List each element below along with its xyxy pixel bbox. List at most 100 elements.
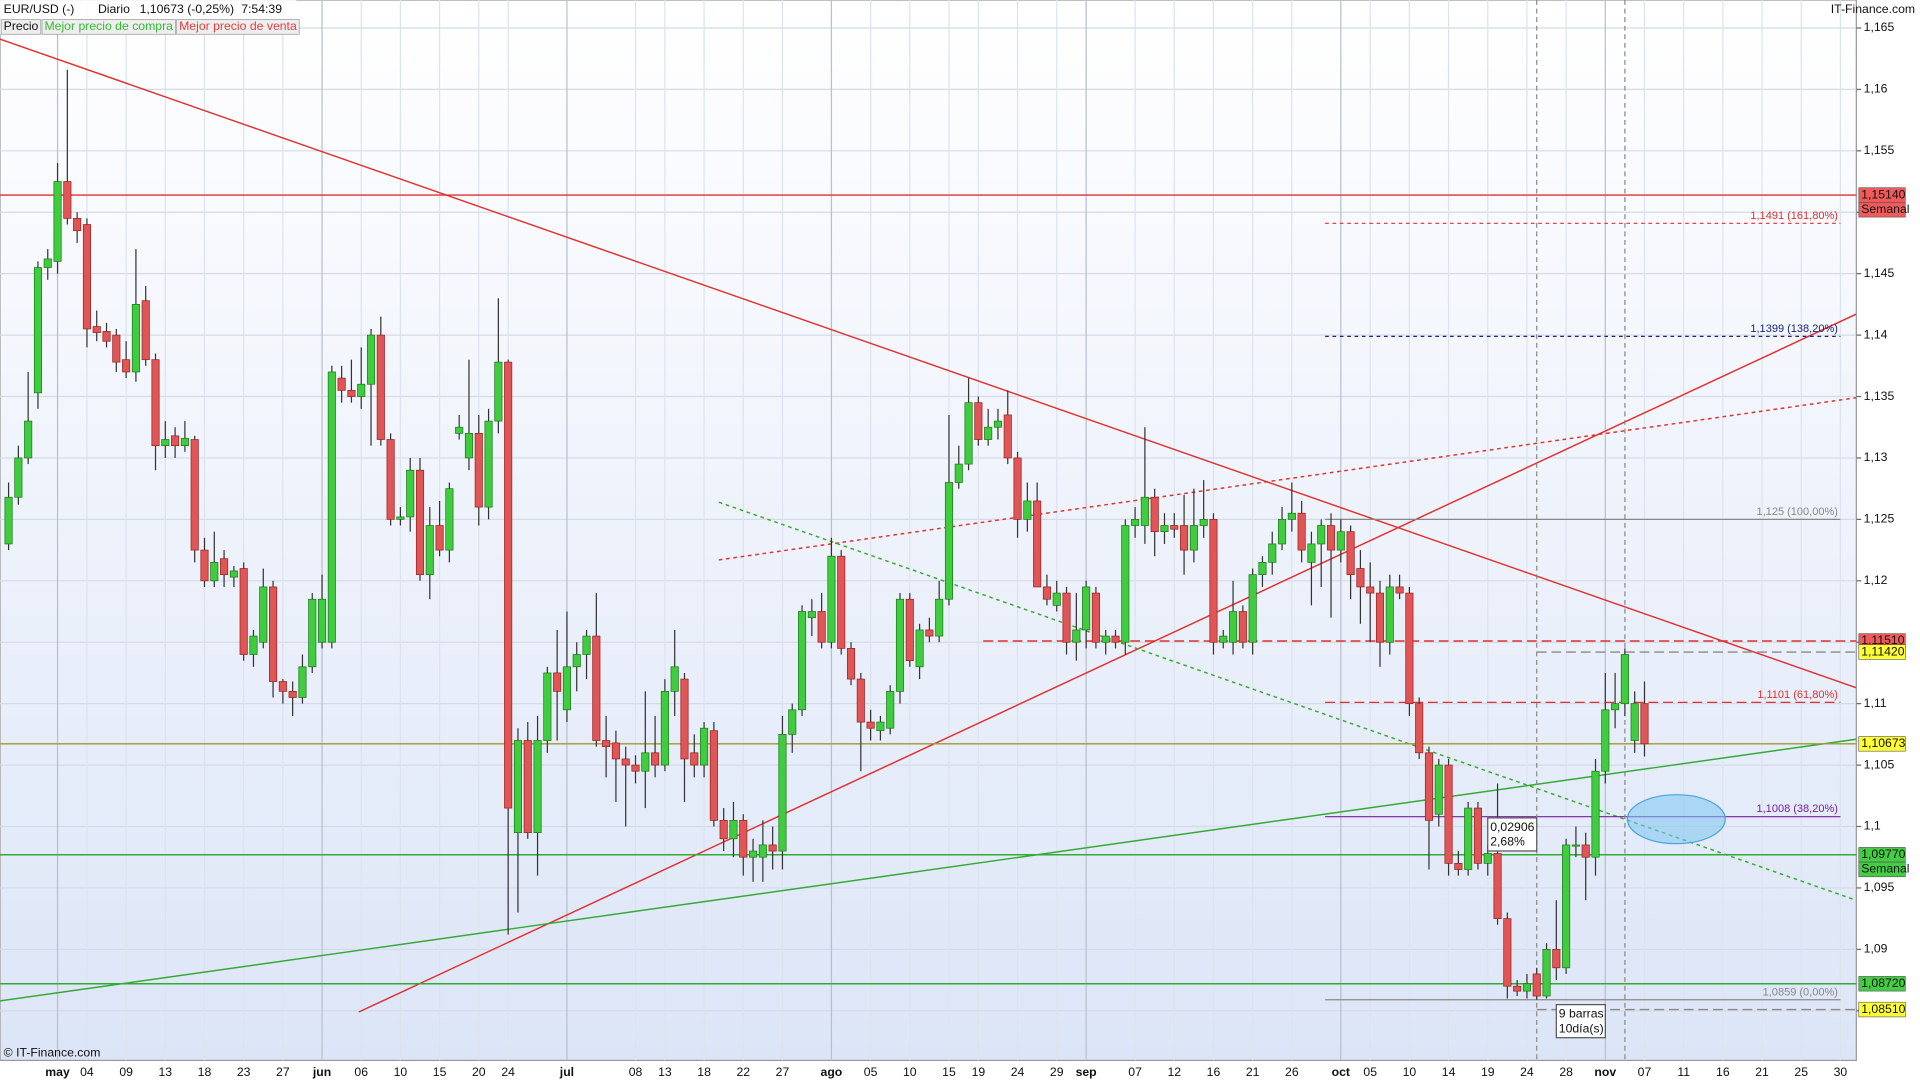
candle-body xyxy=(1562,844,1571,969)
candle-body xyxy=(553,672,562,692)
candle-body xyxy=(131,304,140,373)
y-tick-label: 1,12 xyxy=(1864,573,1888,587)
candle-body xyxy=(1101,635,1110,643)
candle-body xyxy=(974,402,983,440)
candle-body xyxy=(259,586,268,643)
candle-body xyxy=(984,426,993,440)
level-label: 1,11510 xyxy=(1861,633,1905,647)
candle-body xyxy=(1082,586,1091,631)
candle-body xyxy=(1581,844,1590,858)
candle-body xyxy=(660,690,669,766)
x-tick-label: 10 xyxy=(1403,1065,1417,1079)
candle-body xyxy=(1189,525,1198,551)
candle-body xyxy=(1003,414,1012,459)
candle-body xyxy=(1611,703,1620,711)
x-tick-label: 15 xyxy=(433,1065,447,1079)
level-note-box xyxy=(1858,861,1906,878)
level-label: 1,11420 xyxy=(1861,644,1905,658)
x-tick-label: may xyxy=(45,1065,70,1079)
candle-body xyxy=(1571,844,1580,847)
candle-body xyxy=(1219,635,1228,643)
candle-body xyxy=(1140,496,1149,526)
candle-body xyxy=(318,598,327,643)
candle-body xyxy=(161,439,170,447)
candle-body xyxy=(415,469,425,576)
candle-body xyxy=(308,598,317,668)
candle-body xyxy=(729,819,738,840)
candle-body xyxy=(788,709,797,735)
x-tick-label: 07 xyxy=(1638,1065,1652,1079)
symbol: EUR/USD (-) xyxy=(4,2,75,16)
x-tick-label: 27 xyxy=(276,1065,290,1079)
candle-body xyxy=(719,819,728,840)
candle-body xyxy=(1434,764,1443,815)
source: IT-Finance.com xyxy=(1831,2,1915,16)
candle-body xyxy=(582,635,591,655)
candle-body xyxy=(92,326,101,334)
candle-body xyxy=(768,844,777,852)
x-tick-label: 21 xyxy=(1755,1065,1769,1079)
candle-body xyxy=(1473,807,1482,864)
candle-body xyxy=(43,258,52,268)
candle-body xyxy=(1542,948,1551,997)
candle-body xyxy=(1454,862,1463,870)
candle-body xyxy=(1150,496,1159,533)
annotation-text: 0,02906 xyxy=(1490,820,1534,834)
candle-body xyxy=(1483,853,1492,864)
candle-body xyxy=(817,611,826,643)
trendline xyxy=(0,38,1857,689)
y-tick-label: 1,105 xyxy=(1864,757,1895,771)
legend-item: Mejor precio de compra xyxy=(44,19,173,33)
candle-body xyxy=(53,181,62,262)
x-tick-label: 13 xyxy=(159,1065,173,1079)
candle-body xyxy=(1199,519,1208,526)
candle-body xyxy=(611,742,620,760)
level-label: 1,15140 xyxy=(1861,187,1905,201)
candle-body xyxy=(1091,592,1100,643)
candle-body xyxy=(749,850,758,858)
x-tick-label: oct xyxy=(1332,1065,1350,1079)
candle-body xyxy=(425,525,434,576)
y-tick-label: 1,1 xyxy=(1864,819,1881,833)
fib-label: 1,1399 (138,20%) xyxy=(1750,323,1838,335)
annotation-text: 2,68% xyxy=(1490,835,1525,849)
x-tick-label: 24 xyxy=(1520,1065,1534,1079)
candle-body xyxy=(1160,525,1169,533)
x-tick-label: 24 xyxy=(1011,1065,1025,1079)
candle-body xyxy=(180,437,189,447)
candle-body xyxy=(1513,985,1522,992)
y-tick-label: 1,13 xyxy=(1864,450,1888,464)
level-label: 1,09770 xyxy=(1861,847,1905,861)
x-tick-label: 13 xyxy=(658,1065,672,1079)
candle-body xyxy=(846,648,856,680)
candle-body xyxy=(1229,611,1238,643)
candle-body xyxy=(993,420,1002,428)
candle-body xyxy=(1601,709,1610,772)
x-tick-label: 11 xyxy=(1677,1065,1690,1079)
candle-body xyxy=(347,390,356,397)
candle-body xyxy=(1278,519,1287,545)
y-tick-label: 1,155 xyxy=(1864,143,1895,157)
candle-body xyxy=(1180,525,1189,551)
plot-area xyxy=(0,0,1857,1062)
candle-body xyxy=(700,727,709,766)
candle-body xyxy=(856,678,865,723)
level-box xyxy=(1858,736,1906,752)
candle-body xyxy=(494,361,503,422)
candle-body xyxy=(1062,592,1071,643)
trendline xyxy=(718,501,1857,901)
candle-body xyxy=(1258,562,1267,576)
candle-body xyxy=(1121,525,1130,643)
candle-body xyxy=(1356,568,1365,588)
candle-body xyxy=(1620,654,1629,705)
candle-body xyxy=(641,752,650,772)
y-tick-label: 1,125 xyxy=(1864,512,1895,526)
candle-body xyxy=(220,558,229,576)
candle-body xyxy=(269,586,278,682)
candle-body xyxy=(523,740,532,834)
x-tick-label: 30 xyxy=(1834,1065,1848,1079)
level-box xyxy=(1858,644,1906,660)
level-label: 1,08510 xyxy=(1861,1002,1905,1016)
candle-body xyxy=(376,334,385,440)
